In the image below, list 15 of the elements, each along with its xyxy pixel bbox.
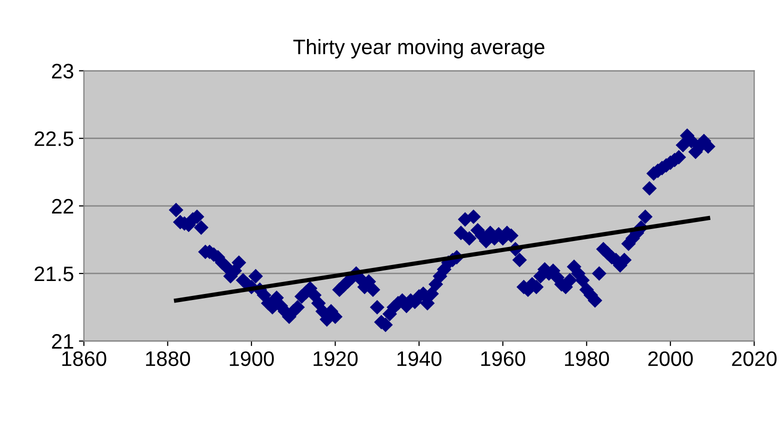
x-tick-label: 1980 [565, 351, 609, 366]
chart-title: Thirty year moving average [293, 39, 544, 58]
x-tick-label: 1960 [481, 351, 526, 366]
x-tick-label: 1900 [230, 351, 274, 366]
y-tick-label: 21.5 [34, 266, 74, 282]
y-tick-label: 23 [52, 64, 74, 79]
x-tick-label: 1860 [62, 351, 106, 366]
y-tick-label: 21 [52, 334, 74, 349]
y-tick-label: 22 [52, 198, 74, 214]
x-tick-label: 1940 [397, 351, 442, 366]
x-tick-label: 1920 [314, 351, 358, 366]
x-tick-label: 1880 [146, 351, 190, 366]
y-tick-label: 22.5 [34, 131, 74, 146]
x-tick-label: 2020 [732, 351, 777, 366]
x-tick-label: 2000 [648, 351, 693, 366]
